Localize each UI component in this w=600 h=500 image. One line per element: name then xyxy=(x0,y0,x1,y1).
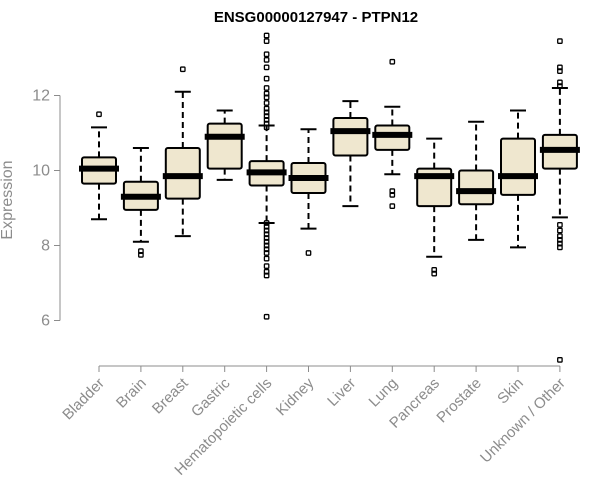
y-tick-label: 12 xyxy=(32,88,50,105)
outlier-point xyxy=(557,227,563,234)
outlier-point xyxy=(305,250,312,256)
outlier-point xyxy=(263,57,270,63)
outlier-point xyxy=(263,100,270,106)
x-tick-label: Brain xyxy=(113,375,150,412)
outlier-point xyxy=(557,357,563,363)
outlier-point xyxy=(557,68,563,74)
x-tick-label: Skin xyxy=(494,375,527,408)
x-tick-label: Bladder xyxy=(59,375,108,424)
outlier-point xyxy=(557,38,563,44)
outlier-point xyxy=(263,263,270,269)
x-tick-label: Lung xyxy=(366,375,402,411)
box xyxy=(500,137,536,196)
outlier-point xyxy=(389,192,396,198)
outlier-point xyxy=(389,203,396,209)
outlier-point xyxy=(96,111,102,118)
outlier-point xyxy=(263,64,270,71)
y-tick-label: 6 xyxy=(41,313,50,330)
outlier-point xyxy=(557,83,563,89)
box xyxy=(332,117,369,157)
x-tick-label: Prostate xyxy=(433,375,485,427)
y-tick-label: 10 xyxy=(32,163,50,180)
x-tick-label: Breast xyxy=(149,374,192,417)
outlier-point xyxy=(263,255,270,262)
box xyxy=(458,169,495,206)
outlier-point xyxy=(263,51,270,58)
outlier-point xyxy=(431,270,438,277)
outlier-point xyxy=(263,75,270,82)
outlier-point xyxy=(263,250,270,256)
box xyxy=(206,122,243,170)
outlier-point xyxy=(263,272,270,279)
chart-title: ENSG00000127947 - PTPN12 xyxy=(214,9,418,26)
outlier-point xyxy=(263,94,270,101)
outlier-point xyxy=(389,58,396,65)
outlier-point xyxy=(179,66,186,73)
outlier-point xyxy=(263,32,270,39)
outlier-point xyxy=(557,222,563,228)
y-tick-label: 8 xyxy=(41,238,50,255)
outlier-point xyxy=(263,313,270,320)
outlier-point xyxy=(138,252,144,258)
outlier-point xyxy=(263,124,270,131)
outlier-point xyxy=(263,85,270,91)
outlier-point xyxy=(557,244,563,251)
plot-layer xyxy=(79,32,580,363)
outlier-point xyxy=(263,38,270,44)
y-axis-label: Expression xyxy=(0,160,16,239)
x-tick-label: Liver xyxy=(324,375,359,410)
x-tick-label: Kidney xyxy=(273,374,318,419)
